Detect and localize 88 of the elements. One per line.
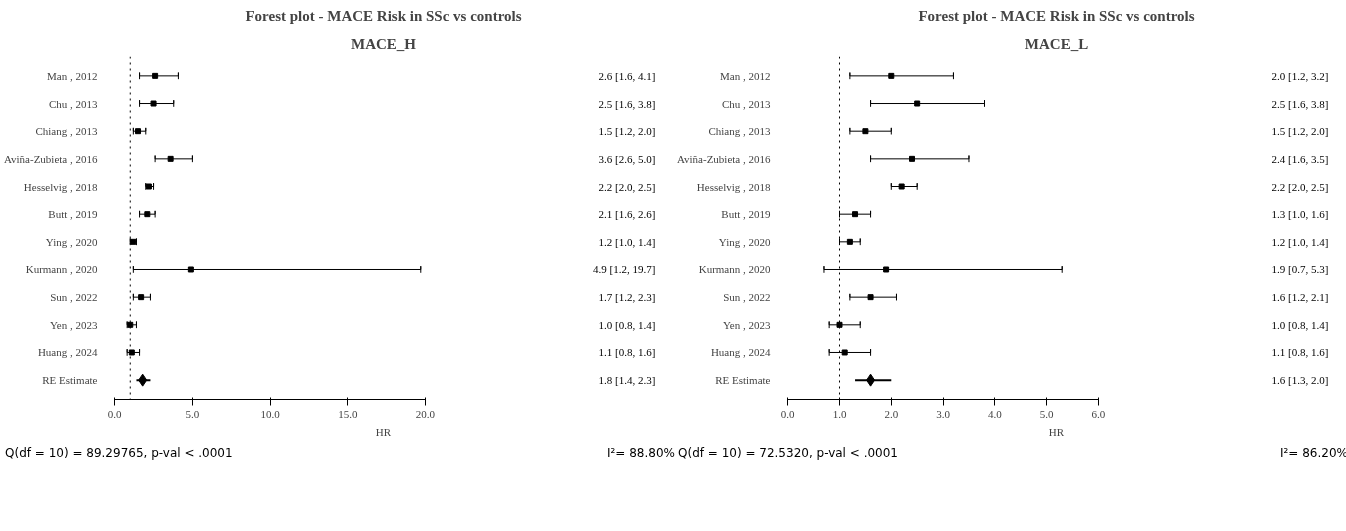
text: Q(df = 10) = 72.5320, p-val < .0001 <box>678 445 898 462</box>
text: 1.5 [1.2, 2.0] <box>1271 125 1329 138</box>
point <box>862 128 869 135</box>
point <box>898 183 905 190</box>
point <box>852 211 859 218</box>
point <box>914 100 921 107</box>
point <box>841 349 848 356</box>
y-tick-label: RE Estimate <box>715 374 771 387</box>
text: 1.0 [0.8, 1.4] <box>598 318 656 331</box>
y-tick-label: Butt , 2019 <box>48 208 98 221</box>
text: I²= 88.80% <box>607 445 675 462</box>
point <box>866 373 876 387</box>
text: 2.0 [1.2, 3.2] <box>1271 69 1329 82</box>
y-tick-label: Kurmann , 2020 <box>698 263 771 276</box>
y-tick-label: Chiang , 2013 <box>708 125 771 138</box>
y-tick-label: Ying , 2020 <box>45 235 98 248</box>
point <box>867 294 874 301</box>
y-tick-label: Chu , 2013 <box>721 97 771 110</box>
y-tick-label: Yen , 2023 <box>723 318 771 331</box>
y-tick-label: Butt , 2019 <box>721 208 771 221</box>
point <box>836 321 843 328</box>
text: 1.3 [1.0, 1.6] <box>1271 208 1329 221</box>
text: 1.8 [1.4, 2.3] <box>598 374 656 387</box>
text: 2.1 [1.6, 2.6] <box>598 208 656 221</box>
y-tick-label: Aviña-Zubieta , 2016 <box>676 152 771 165</box>
chart-subtitle: MACE_H <box>351 35 417 52</box>
y-tick-label: Hesselvig , 2018 <box>696 180 771 193</box>
x-tick-label: 0.0 <box>107 407 123 420</box>
text: 1.9 [0.7, 5.3] <box>1271 263 1329 276</box>
y-tick-label: Sun , 2022 <box>50 291 98 304</box>
point <box>135 128 142 135</box>
x-tick-label: 5.0 <box>185 407 200 420</box>
text: 1.6 [1.3, 2.0] <box>1271 374 1329 387</box>
text: 2.2 [2.0, 2.5] <box>1271 180 1329 193</box>
text: 1.5 [1.2, 2.0] <box>598 125 656 138</box>
text: 1.0 [0.8, 1.4] <box>1271 318 1329 331</box>
y-tick-label: Man , 2012 <box>720 69 771 82</box>
x-tick-label: 4.0 <box>988 407 1003 420</box>
text: 2.2 [2.0, 2.5] <box>598 180 656 193</box>
point <box>883 266 890 273</box>
text: 1.2 [1.0, 1.4] <box>1271 235 1329 248</box>
y-tick-label: Man , 2012 <box>47 69 98 82</box>
text: Q(df = 10) = 89.29765, p-val < .0001 <box>5 445 233 462</box>
text: 2.5 [1.6, 3.8] <box>598 97 656 110</box>
y-tick-label: Yen , 2023 <box>50 318 98 331</box>
y-tick-label: RE Estimate <box>42 374 98 387</box>
text: 1.7 [1.2, 2.3] <box>598 291 656 304</box>
x-tick-label: 0.0 <box>780 407 796 420</box>
text: 1.2 [1.0, 1.4] <box>598 235 656 248</box>
x-axis-title: HR <box>375 425 392 438</box>
point <box>152 72 159 79</box>
x-tick-label: 20.0 <box>415 407 436 420</box>
chart-subtitle: MACE_L <box>1024 35 1089 52</box>
point <box>138 294 145 301</box>
y-tick-label: Huang , 2024 <box>710 346 771 359</box>
text: 4.9 [1.2, 19.7] <box>593 263 656 276</box>
point <box>187 266 194 273</box>
y-tick-label: Huang , 2024 <box>37 346 98 359</box>
y-tick-label: Chiang , 2013 <box>35 125 98 138</box>
x-tick-label: 2.0 <box>884 407 899 420</box>
text: 2.4 [1.6, 3.5] <box>1271 152 1329 165</box>
y-tick-label: Chu , 2013 <box>48 97 98 110</box>
point <box>150 100 157 107</box>
text: 1.1 [0.8, 1.6] <box>1271 346 1329 359</box>
point <box>167 155 174 162</box>
x-axis-title: HR <box>1048 425 1065 438</box>
text: 3.6 [2.6, 5.0] <box>598 152 656 165</box>
text: 2.6 [1.6, 4.1] <box>598 69 656 82</box>
text: 1.1 [0.8, 1.6] <box>598 346 656 359</box>
x-tick-label: 6.0 <box>1091 407 1106 420</box>
point <box>128 349 135 356</box>
chart-title: Forest plot - MACE Risk in SSc vs controls <box>918 7 1195 24</box>
y-tick-label: Sun , 2022 <box>723 291 771 304</box>
y-tick-label: Kurmann , 2020 <box>25 263 98 276</box>
x-tick-label: 10.0 <box>260 407 281 420</box>
x-tick-label: 1.0 <box>832 407 847 420</box>
point <box>909 155 916 162</box>
x-tick-label: 3.0 <box>936 407 951 420</box>
y-tick-label: Ying , 2020 <box>718 235 771 248</box>
x-tick-label: 5.0 <box>1039 407 1055 420</box>
y-tick-label: Aviña-Zubieta , 2016 <box>3 152 98 165</box>
text: 2.5 [1.6, 3.8] <box>1271 97 1329 110</box>
x-tick-label: 15.0 <box>338 407 358 420</box>
point <box>138 373 148 387</box>
y-tick-label: Hesselvig , 2018 <box>23 180 98 193</box>
text: 1.6 [1.2, 2.1] <box>1271 291 1329 304</box>
point <box>888 72 895 79</box>
chart-title: Forest plot - MACE Risk in SSc vs controls <box>245 7 522 24</box>
